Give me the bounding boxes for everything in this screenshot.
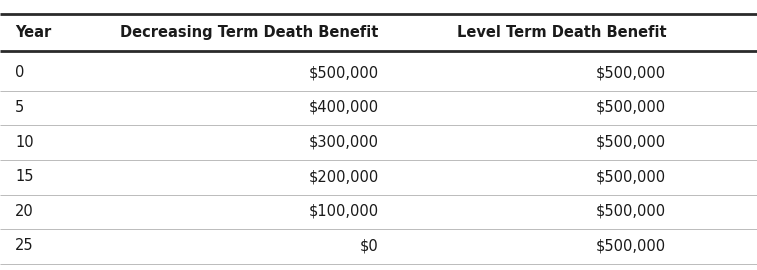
Text: $400,000: $400,000 xyxy=(308,100,378,115)
Text: 5: 5 xyxy=(15,100,24,115)
Text: 15: 15 xyxy=(15,169,33,184)
Text: Year: Year xyxy=(15,25,51,40)
Text: Level Term Death Benefit: Level Term Death Benefit xyxy=(456,25,666,40)
Text: $300,000: $300,000 xyxy=(309,134,378,150)
Text: $500,000: $500,000 xyxy=(596,134,666,150)
Text: $500,000: $500,000 xyxy=(596,65,666,80)
Text: 20: 20 xyxy=(15,204,34,219)
Text: $500,000: $500,000 xyxy=(596,100,666,115)
Text: $500,000: $500,000 xyxy=(596,169,666,184)
Text: 0: 0 xyxy=(15,65,24,80)
Text: $100,000: $100,000 xyxy=(308,204,378,219)
Text: $500,000: $500,000 xyxy=(596,204,666,219)
Text: $500,000: $500,000 xyxy=(596,238,666,253)
Text: $0: $0 xyxy=(360,238,378,253)
Text: 25: 25 xyxy=(15,238,34,253)
Text: $500,000: $500,000 xyxy=(308,65,378,80)
Text: Decreasing Term Death Benefit: Decreasing Term Death Benefit xyxy=(120,25,378,40)
Text: 10: 10 xyxy=(15,134,34,150)
Text: $200,000: $200,000 xyxy=(308,169,378,184)
